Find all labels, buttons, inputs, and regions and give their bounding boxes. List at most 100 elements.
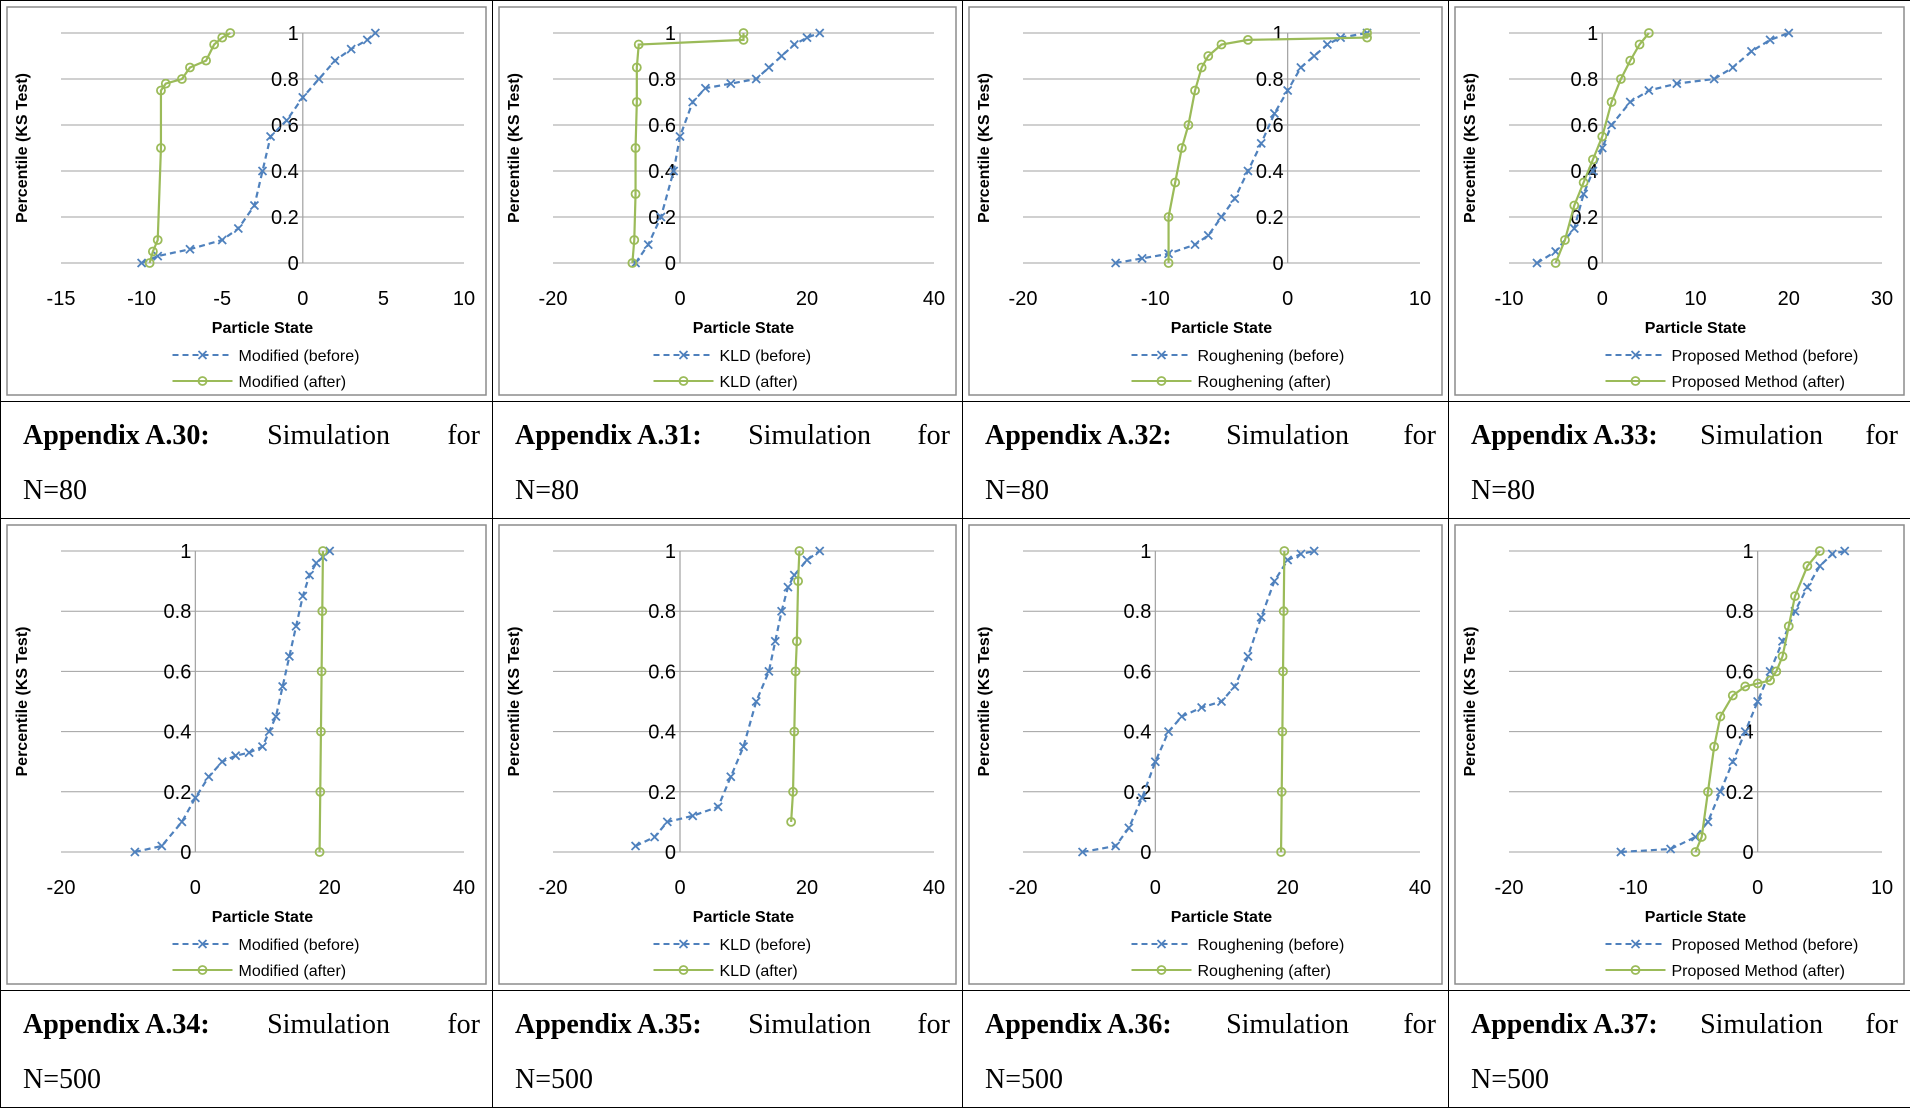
x-tick-label: 0 (674, 877, 685, 899)
caption-label: Appendix A.30: (23, 408, 210, 463)
y-tick-label: 0 (1273, 253, 1284, 275)
x-tick-label: 0 (1752, 877, 1763, 899)
x-tick-label: 10 (1871, 877, 1893, 899)
caption-word-for: for (1865, 408, 1898, 463)
x-tick-label: 40 (1409, 877, 1431, 899)
caption-label: Appendix A.37: (1471, 997, 1658, 1052)
y-tick-label: 0.6 (648, 661, 676, 683)
y-tick-label: 0.8 (164, 601, 192, 623)
x-axis-label: Particle State (693, 909, 794, 926)
x-tick-label: 10 (453, 288, 475, 310)
x-tick-label: 5 (378, 288, 389, 310)
caption-word-simulation: Simulation (267, 408, 390, 463)
legend-label: Proposed Method (after) (1672, 374, 1845, 391)
legend-label: Modified (before) (239, 937, 360, 954)
x-tick-label: 20 (1778, 288, 1800, 310)
legend-label: KLD (after) (720, 374, 798, 391)
y-tick-label: 0.8 (648, 69, 676, 91)
caption-word-for: for (1403, 408, 1436, 463)
y-axis-label: Percentile (KS Test) (1462, 73, 1479, 223)
caption-word-simulation: Simulation (267, 997, 390, 1052)
caption-label: Appendix A.34: (23, 997, 210, 1052)
y-tick-label: 0.2 (271, 207, 299, 229)
caption-label: Appendix A.32: (985, 408, 1172, 463)
y-tick-label: 0.4 (1256, 161, 1284, 183)
y-tick-label: 0.6 (164, 661, 192, 683)
legend-label: KLD (before) (720, 937, 812, 954)
y-tick-label: 0.4 (648, 722, 676, 744)
y-tick-label: 0.8 (1570, 69, 1598, 91)
y-axis-label: Percentile (KS Test) (506, 627, 523, 777)
y-tick-label: 0 (665, 253, 676, 275)
x-tick-label: -20 (47, 877, 76, 899)
caption-sample-size: N=80 (23, 463, 480, 518)
y-tick-label: 0.2 (1256, 207, 1284, 229)
legend-label: Roughening (after) (1198, 963, 1331, 980)
x-tick-label: -5 (213, 288, 231, 310)
x-tick-label: 20 (1277, 877, 1299, 899)
x-tick-label: 40 (923, 877, 945, 899)
x-tick-label: -15 (47, 288, 76, 310)
x-tick-label: 20 (796, 877, 818, 899)
y-tick-label: 0 (180, 842, 191, 864)
x-tick-label: -10 (1495, 288, 1524, 310)
y-tick-label: 0.8 (271, 69, 299, 91)
y-tick-label: 0.2 (648, 782, 676, 804)
y-tick-label: 0.6 (1570, 115, 1598, 137)
caption-sample-size: N=80 (985, 463, 1436, 518)
x-tick-label: 20 (319, 877, 341, 899)
y-tick-label: 1 (1587, 23, 1598, 45)
caption-word-simulation: Simulation (1226, 408, 1349, 463)
y-tick-label: 0 (1140, 842, 1151, 864)
caption-word-for: for (1403, 997, 1436, 1052)
x-tick-label: 20 (796, 288, 818, 310)
y-tick-label: 1 (665, 23, 676, 45)
legend-label: Proposed Method (before) (1672, 348, 1859, 365)
x-tick-label: 0 (190, 877, 201, 899)
y-tick-label: 1 (665, 541, 676, 563)
y-tick-label: 0.6 (1726, 661, 1754, 683)
y-axis-label: Percentile (KS Test) (506, 73, 523, 223)
y-tick-label: 1 (1743, 541, 1754, 563)
y-tick-label: 1 (180, 541, 191, 563)
x-tick-label: 0 (1282, 288, 1293, 310)
x-tick-label: 0 (1597, 288, 1608, 310)
caption-word-for: for (1865, 997, 1898, 1052)
y-tick-label: 0 (665, 842, 676, 864)
y-tick-label: 0.8 (1256, 69, 1284, 91)
legend-label: Modified (after) (239, 374, 347, 391)
y-axis-label: Percentile (KS Test) (976, 73, 993, 223)
caption-word-for: for (447, 408, 480, 463)
caption-word-for: for (917, 408, 950, 463)
y-axis-label: Percentile (KS Test) (14, 627, 31, 777)
legend-label: Proposed Method (before) (1672, 937, 1859, 954)
caption-word-simulation: Simulation (1700, 408, 1823, 463)
caption-word-simulation: Simulation (748, 997, 871, 1052)
x-axis-label: Particle State (1645, 909, 1746, 926)
